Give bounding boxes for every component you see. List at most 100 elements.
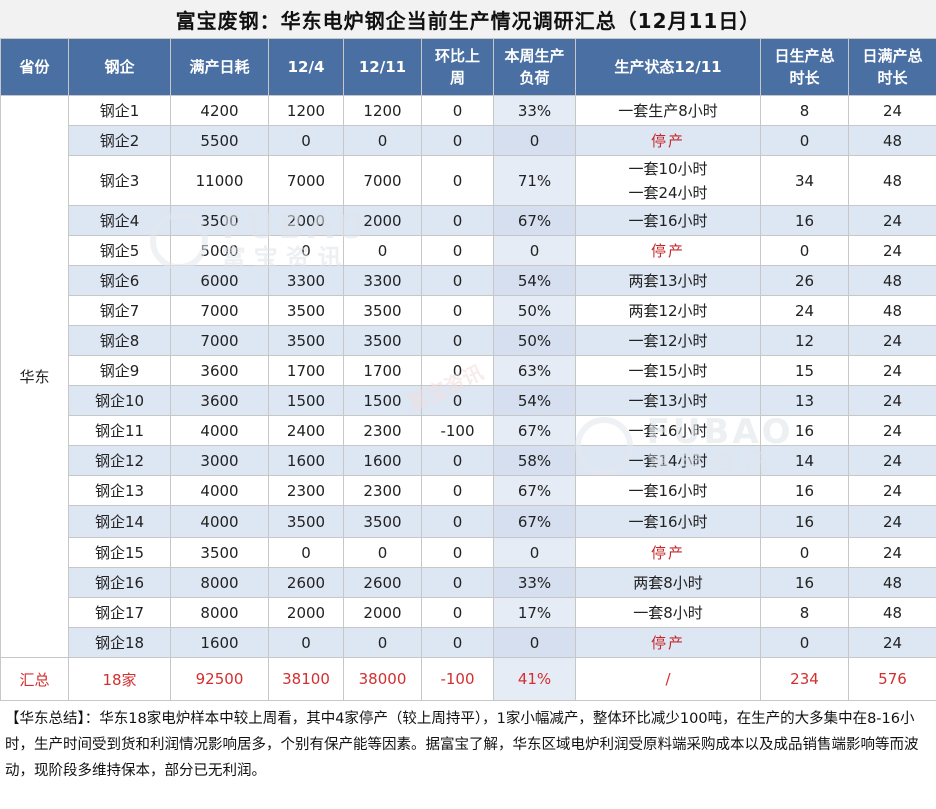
cell-load: 71%	[493, 155, 576, 206]
cell-hours: 0	[760, 537, 849, 568]
header-capacity: 满产日耗	[170, 38, 269, 96]
cell-w1: 3500	[268, 295, 344, 326]
cell-w1: 2300	[268, 475, 344, 506]
table-row: 华东 钢企1 4200 1200 1200 0 33% 一套生产8小时 8 24	[0, 95, 936, 658]
cell-change: 0	[421, 505, 494, 538]
header-hours: 日生产总时长	[760, 38, 849, 96]
cell-capacity: 4000	[170, 415, 269, 446]
total-change: -100	[421, 657, 494, 701]
total-w1: 38100	[268, 657, 344, 701]
cell-load: 0	[493, 537, 576, 568]
status-line: 一套15小时	[628, 362, 708, 380]
cell-capacity: 3500	[170, 205, 269, 236]
table-row: 钢企4 3500 2000 2000 0 67% 一套16小时 16 24	[1, 205, 936, 236]
cell-hours: 16	[760, 505, 849, 538]
table-row: 钢企2 5500 0 0 0 0 停产 0 48	[1, 125, 936, 156]
cell-change: 0	[421, 235, 494, 266]
cell-name: 钢企13	[68, 475, 171, 506]
status-line: 一套生产8小时	[618, 102, 718, 120]
cell-status: 一套生产8小时	[575, 95, 761, 126]
cell-name: 钢企7	[68, 295, 171, 326]
cell-full-hours: 24	[848, 475, 936, 506]
cell-w1: 1600	[268, 445, 344, 476]
cell-change: 0	[421, 295, 494, 326]
cell-full-hours: 48	[848, 265, 936, 296]
cell-capacity: 7000	[170, 295, 269, 326]
cell-w1: 7000	[268, 155, 344, 206]
cell-capacity: 3600	[170, 355, 269, 386]
cell-w2: 1500	[343, 385, 422, 416]
cell-change: 0	[421, 355, 494, 386]
cell-change: 0	[421, 95, 494, 126]
cell-w2: 3500	[343, 295, 422, 326]
cell-full-hours: 24	[848, 325, 936, 356]
total-row: 汇总 18家 92500 38100 38000 -100 41%/234 576	[0, 657, 936, 701]
cell-hours: 14	[760, 445, 849, 476]
cell-hours: 13	[760, 385, 849, 416]
cell-full-hours: 24	[848, 205, 936, 236]
province-cell: 华东	[0, 95, 69, 658]
cell-w2: 2300	[343, 475, 422, 506]
table-row: 钢企9 3600 1700 1700 0 63% 一套15小时 15 24	[1, 355, 936, 386]
cell-w2: 2300	[343, 415, 422, 446]
cell-load: 33%	[493, 567, 576, 598]
cell-w2: 0	[343, 537, 422, 568]
cell-name: 钢企3	[68, 155, 171, 206]
header-change: 环比上周	[421, 38, 494, 96]
cell-capacity: 3500	[170, 537, 269, 568]
cell-change: 0	[421, 205, 494, 236]
header-status: 生产状态12/11	[575, 38, 761, 96]
cell-hours: 12	[760, 325, 849, 356]
cell-full-hours: 24	[848, 537, 936, 568]
cell-w2: 7000	[343, 155, 422, 206]
cell-load: 50%	[493, 295, 576, 326]
cell-w1: 0	[268, 627, 344, 658]
cell-load: 17%	[493, 597, 576, 628]
status-line: 一套16小时	[628, 422, 708, 440]
cell-status: 一套10小时 一套24小时	[575, 155, 761, 206]
cell-w2: 3500	[343, 325, 422, 356]
cell-load: 67%	[493, 415, 576, 446]
status-line: 停产	[650, 132, 685, 150]
cell-change: -100	[421, 415, 494, 446]
cell-hours: 15	[760, 355, 849, 386]
cell-status: 一套15小时	[575, 355, 761, 386]
status-line: 一套8小时	[633, 604, 703, 622]
cell-name: 钢企2	[68, 125, 171, 156]
cell-hours: 8	[760, 95, 849, 126]
table-row: 钢企11 4000 2400 2300 -100 67% 一套16小时 16 24	[1, 415, 936, 446]
cell-name: 钢企11	[68, 415, 171, 446]
cell-w2: 1700	[343, 355, 422, 386]
table-row: 钢企12 3000 1600 1600 0 58% 一套14小时 14 24	[1, 445, 936, 476]
cell-status: 一套16小时	[575, 505, 761, 538]
table-row: 钢企17 8000 2000 2000 0 17% 一套8小时 8 48	[1, 597, 936, 628]
page-title: 富宝废钢：华东电炉钢企当前生产情况调研汇总（12月11日）	[0, 0, 936, 39]
cell-hours: 0	[760, 235, 849, 266]
cell-change: 0	[421, 627, 494, 658]
status-line: 一套13小时	[628, 392, 708, 410]
cell-w1: 2000	[268, 205, 344, 236]
cell-w1: 1200	[268, 95, 344, 126]
cell-name: 钢企8	[68, 325, 171, 356]
cell-full-hours: 48	[848, 597, 936, 628]
cell-load: 58%	[493, 445, 576, 476]
cell-w1: 0	[268, 125, 344, 156]
cell-hours: 0	[760, 627, 849, 658]
cell-hours: 24	[760, 295, 849, 326]
table-row: 钢企14 4000 3500 3500 0 67% 一套16小时 16 24	[1, 505, 936, 538]
cell-w1: 3500	[268, 325, 344, 356]
cell-status: 停产	[575, 537, 761, 568]
cell-load: 54%	[493, 265, 576, 296]
cell-w1: 0	[268, 235, 344, 266]
cell-status: 一套14小时	[575, 445, 761, 476]
cell-w1: 2400	[268, 415, 344, 446]
total-count: 18家	[68, 657, 171, 701]
cell-load: 0	[493, 125, 576, 156]
total-status: /	[575, 657, 761, 701]
status-line: 两套13小时	[628, 272, 708, 290]
table-row: 钢企3 11000 7000 7000 0 71% 一套10小时 一套24小时 34 48	[1, 155, 936, 206]
cell-full-hours: 24	[848, 235, 936, 266]
table-body: 华东 钢企1 4200 1200 1200 0 33% 一套生产8小时 8 24 钢企2 5500 0 0…	[0, 95, 936, 701]
summary-text: 【华东总结】：华东18家电炉样本中较上周看，其中4家停产（较上周持平），1家小幅…	[5, 711, 919, 779]
total-w2: 38000	[343, 657, 422, 701]
